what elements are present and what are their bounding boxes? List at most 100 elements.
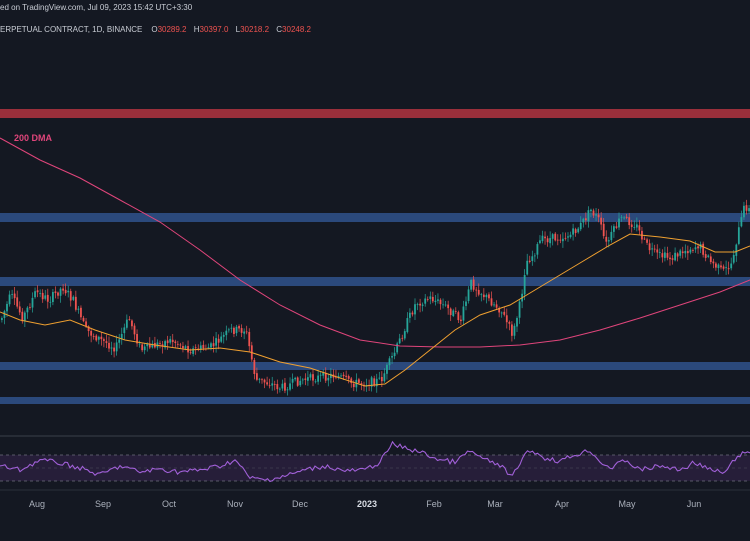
candle	[454, 307, 457, 315]
candle-body	[536, 244, 539, 255]
candle-body	[595, 214, 597, 216]
candle-body	[182, 346, 184, 349]
candle	[1, 316, 3, 323]
candle-body	[544, 236, 546, 239]
candle	[564, 232, 567, 241]
chart-header: ed on TradingView.com, Jul 09, 2023 15:4…	[0, 0, 750, 38]
candle-body	[679, 250, 682, 256]
candle-body	[618, 218, 620, 228]
candle-body	[278, 388, 281, 390]
candle-body	[554, 233, 557, 241]
candle	[681, 246, 684, 259]
candle-body	[658, 252, 661, 254]
candle-body	[87, 326, 90, 332]
candle	[261, 378, 263, 384]
candle	[516, 316, 518, 333]
candle-body	[1, 318, 3, 320]
candle-body	[187, 346, 189, 353]
candle-body	[375, 378, 378, 387]
candle	[64, 283, 67, 296]
candle	[133, 323, 136, 340]
candle-body	[176, 343, 179, 345]
candle	[138, 340, 141, 348]
candle-body	[21, 311, 24, 322]
candle-body	[725, 267, 727, 269]
candle	[643, 236, 646, 240]
candle	[120, 327, 123, 345]
x-tick-label-dec: Dec	[292, 499, 309, 509]
candle-body	[281, 383, 284, 389]
candle	[658, 248, 661, 259]
candle-body	[704, 254, 707, 258]
candle	[725, 260, 727, 275]
candle-body	[268, 385, 271, 387]
candle	[123, 323, 126, 341]
candle-body	[396, 343, 399, 353]
candle	[699, 241, 702, 253]
candle-body	[462, 306, 465, 321]
candle	[482, 288, 485, 301]
ohlc-high-value: 30397.0	[199, 25, 229, 34]
candle-body	[299, 380, 302, 386]
candle	[579, 216, 582, 232]
candle	[278, 387, 281, 393]
support-zone-1	[0, 213, 750, 222]
candle	[697, 243, 699, 254]
candle	[36, 285, 39, 298]
candle-body	[498, 307, 501, 313]
candle	[689, 247, 692, 255]
candle	[602, 218, 605, 239]
candle-body	[360, 383, 363, 385]
candle-body	[633, 227, 636, 229]
candle-body	[342, 374, 345, 377]
candle	[467, 286, 470, 304]
candle	[199, 341, 202, 353]
candle-body	[666, 253, 669, 258]
candle-body	[309, 374, 312, 378]
candle	[549, 231, 552, 248]
candle-body	[266, 382, 268, 385]
candle	[294, 376, 297, 382]
candle-body	[526, 260, 529, 275]
candle	[556, 234, 559, 246]
candle-body	[215, 338, 217, 346]
candle	[720, 261, 722, 270]
candle	[11, 289, 13, 299]
candle-body	[740, 217, 743, 227]
candle-body	[8, 294, 11, 305]
candle	[115, 335, 118, 356]
candle-body	[345, 375, 348, 377]
candle-body	[475, 289, 478, 291]
candle-body	[380, 376, 383, 382]
candle-body	[69, 291, 72, 301]
candle	[54, 286, 57, 299]
candle-body	[199, 345, 202, 350]
resistance-zone	[0, 109, 750, 118]
candle	[715, 261, 717, 271]
candle	[539, 235, 541, 245]
support-zone-2	[0, 277, 750, 286]
candle	[465, 296, 467, 311]
candle-body	[64, 289, 67, 294]
candle	[95, 334, 98, 342]
candle-body	[110, 347, 113, 349]
candle	[584, 212, 587, 225]
candle-body	[286, 389, 289, 391]
candle-body	[477, 289, 480, 295]
candle	[329, 367, 332, 384]
candle-body	[406, 318, 409, 333]
x-tick-label-sep: Sep	[95, 499, 111, 509]
key-level-zones	[0, 109, 750, 404]
candle-body	[26, 307, 29, 313]
candle-body	[447, 304, 450, 309]
candle-body	[518, 301, 521, 318]
candle-body	[304, 378, 307, 380]
candle-body	[217, 338, 220, 343]
candle	[595, 208, 597, 221]
candle-body	[508, 322, 511, 324]
candle-body	[748, 208, 750, 212]
candle	[207, 343, 210, 350]
candle-body	[597, 214, 600, 218]
